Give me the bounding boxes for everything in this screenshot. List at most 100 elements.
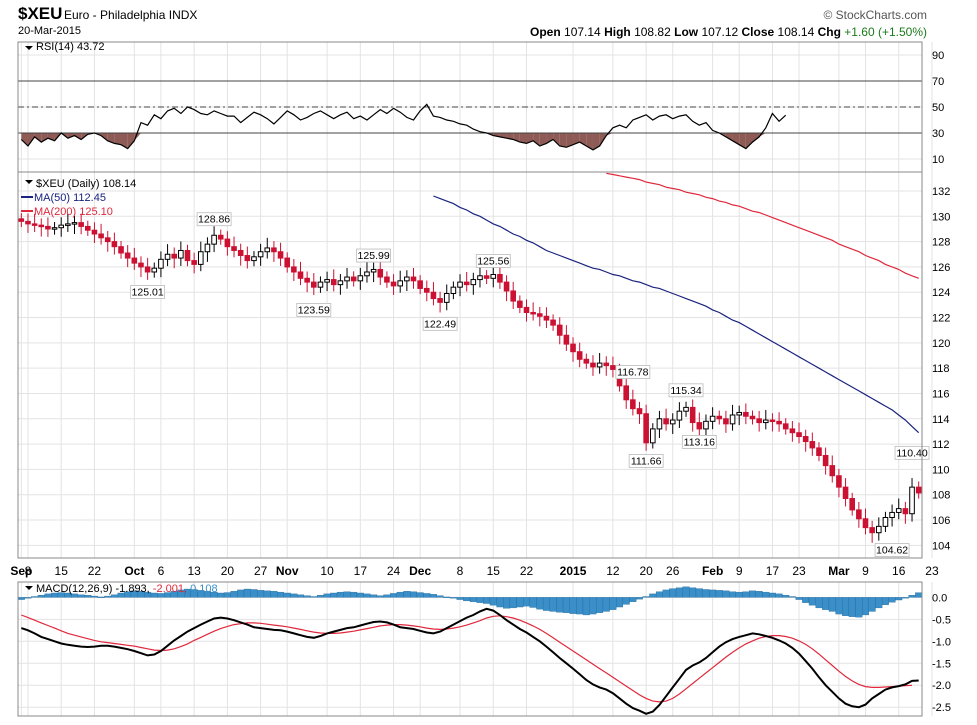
macd-hist-bar-115 [782, 595, 790, 598]
rsi-oversold-fill-15 [121, 133, 128, 149]
candle-body-66 [457, 281, 463, 288]
macd-ytick-1: -0.5 [932, 614, 951, 626]
candle-body-16 [124, 252, 131, 259]
candle-body-104 [709, 415, 716, 422]
macd-hist-bar-56 [390, 593, 398, 598]
macd-hist-bar-61 [423, 593, 431, 598]
rsi-oversold-fill-16 [127, 133, 135, 149]
candle-body-29 [211, 234, 217, 245]
macd-hist-bar-85 [582, 597, 590, 616]
macd-legend-part-3: 0.108 [190, 583, 218, 595]
price-annotation-box-4 [422, 316, 458, 331]
open-value: 107.14 [564, 25, 601, 39]
macd-hist-bar-9 [77, 594, 85, 598]
candle-body-86 [590, 362, 596, 368]
macd-hist-bar-95 [649, 593, 657, 598]
candle-body-1 [25, 220, 31, 225]
candle-body-126 [856, 509, 862, 520]
macd-hist-bar-50 [350, 591, 358, 598]
x-axis-label-24: 23 [792, 564, 806, 578]
candle-body-13 [104, 237, 111, 243]
macd-hist-bar-131 [888, 597, 896, 603]
price-annotation-box-9 [681, 435, 717, 449]
x-axis-label-12: 24 [387, 564, 401, 578]
candle-body-117 [796, 432, 802, 438]
candle-body-52 [364, 271, 370, 277]
price-ytick-1: 130 [932, 211, 950, 223]
macd-hist-bar-42 [297, 594, 304, 598]
macd-hist-bar-120 [815, 597, 823, 609]
candle-body-75 [517, 300, 523, 308]
macd-ytick-2: -1.0 [932, 636, 951, 648]
macd-hist-bar-119 [808, 597, 816, 606]
rsi-oversold-fill-83 [573, 133, 580, 145]
candle-body-113 [769, 419, 776, 423]
candle-body-55 [384, 276, 390, 283]
macd-hist-bar-70 [483, 597, 491, 604]
candle-body-30 [217, 234, 224, 240]
macd-hist-bar-64 [443, 596, 451, 598]
macd-hist-bar-132 [895, 597, 903, 601]
candle-body-18 [138, 262, 144, 268]
rsi-line [20, 103, 787, 151]
candle-body-70 [483, 275, 490, 279]
price-annotation-box-11 [874, 543, 910, 557]
rsi-oversold-fill-106 [725, 133, 733, 141]
candle-body-25 [184, 249, 191, 262]
candle-body-63 [437, 298, 443, 303]
candle-body-116 [789, 428, 796, 434]
price-annotation-box-5 [475, 254, 511, 268]
close-value: 108.14 [777, 25, 815, 39]
x-axis-label-1: 8 [25, 564, 32, 578]
candle-body-100 [683, 406, 689, 412]
macd-hist-bar-90 [616, 597, 624, 608]
chart-date: 20-Mar-2015 [18, 25, 81, 37]
macd-hist-bar-94 [642, 596, 650, 598]
x-axis-label-6: 13 [187, 564, 201, 578]
candle-body-119 [809, 441, 816, 449]
macd-hist-bar-93 [636, 597, 643, 600]
ma200-line [606, 172, 919, 279]
macd-hist-bar-47 [330, 592, 338, 598]
price-ytick-6: 120 [932, 338, 950, 350]
macd-hist-bar-34 [243, 588, 251, 598]
macd-hist-bar-89 [609, 597, 617, 610]
macd-hist-bar-32 [230, 591, 238, 598]
candle-body-105 [716, 415, 723, 420]
ma50-line [433, 195, 920, 434]
macd-hist-bar-86 [589, 597, 597, 615]
candle-body-103 [703, 420, 709, 430]
rsi-oversold-fill-79 [546, 133, 554, 144]
macd-hist-bar-45 [316, 595, 324, 598]
ma50-legend: MA(50) 112.45 [34, 192, 106, 204]
macd-hist-bar-10 [84, 595, 92, 598]
rsi-oversold-fill-4 [47, 133, 55, 141]
rsi-oversold-fill-14 [114, 133, 122, 145]
candle-body-121 [822, 454, 829, 467]
candle-body-43 [304, 277, 310, 283]
candle-body-68 [470, 279, 477, 286]
rsi-legend-marker [25, 46, 33, 50]
macd-hist-bar-48 [336, 591, 344, 598]
candle-body-62 [430, 291, 437, 300]
brand-watermark[interactable]: © StockCharts.com [823, 8, 927, 22]
price-annotation-0: 125.01 [132, 286, 164, 298]
candle-body-78 [536, 313, 543, 317]
macd-hist-bar-44 [310, 596, 318, 598]
macd-hist-bar-58 [403, 591, 411, 598]
candle-body-42 [297, 271, 304, 279]
macd-hist-bar-110 [749, 590, 756, 598]
price-ytick-4: 124 [932, 287, 950, 299]
candle-body-82 [563, 334, 570, 345]
candle-body-132 [895, 508, 902, 513]
macd-legend-marker [25, 586, 33, 590]
candle-body-67 [463, 281, 470, 286]
macd-hist-bar-66 [456, 597, 464, 600]
candle-body-50 [350, 276, 357, 282]
open-label: Open [530, 25, 561, 39]
price-annotation-9: 113.16 [684, 436, 715, 448]
x-axis-label-8: 27 [254, 564, 268, 578]
macd-line [20, 607, 919, 715]
macd-legend-part-2: -2.001, [153, 583, 190, 595]
candle-body-91 [623, 385, 630, 401]
